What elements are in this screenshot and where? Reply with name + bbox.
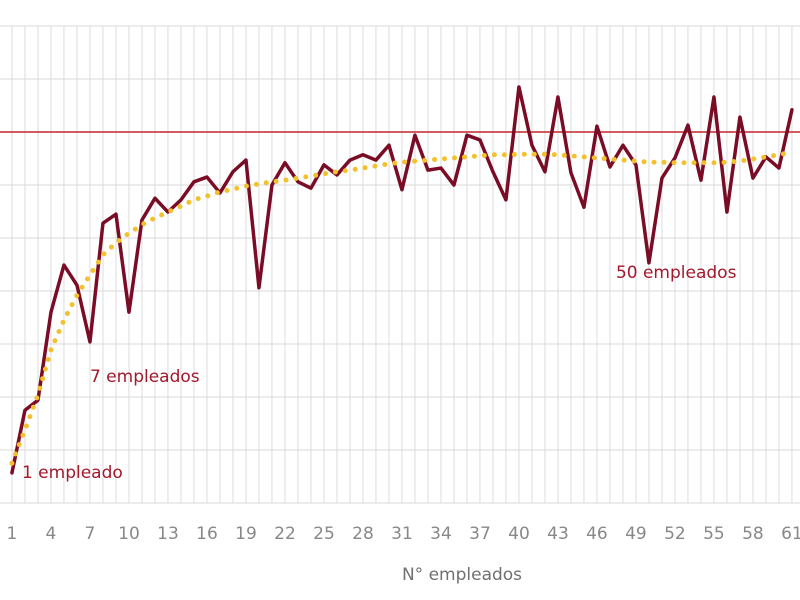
x-tick-label: 10 [118, 524, 140, 544]
x-tick-label: 46 [586, 524, 608, 544]
x-tick-label: 61 [781, 524, 800, 544]
x-tick-label: 28 [352, 524, 374, 544]
x-tick-label: 37 [469, 524, 491, 544]
x-tick-label: 55 [703, 524, 725, 544]
x-tick-label: 52 [664, 524, 686, 544]
x-tick-label: 25 [313, 524, 335, 544]
x-tick-label: 4 [46, 524, 57, 544]
x-tick-label: 19 [235, 524, 257, 544]
x-tick-label: 40 [508, 524, 530, 544]
x-tick-label: 16 [196, 524, 218, 544]
trend-line [9, 149, 795, 466]
x-tick-label: 13 [157, 524, 179, 544]
x-axis-label: N° empleados [402, 565, 522, 585]
x-tick-label: 31 [391, 524, 413, 544]
x-tick-label: 7 [85, 524, 96, 544]
x-tick-label: 49 [625, 524, 647, 544]
data-line [10, 85, 794, 475]
annotation: 7 empleados [90, 367, 200, 387]
x-tick-label: 22 [274, 524, 296, 544]
x-tick-label: 1 [7, 524, 18, 544]
x-tick-label: 34 [430, 524, 452, 544]
x-tick-label: 58 [742, 524, 764, 544]
annotation: 1 empleado [22, 463, 123, 483]
annotation: 50 empleados [616, 263, 737, 283]
x-tick-label: 43 [547, 524, 569, 544]
